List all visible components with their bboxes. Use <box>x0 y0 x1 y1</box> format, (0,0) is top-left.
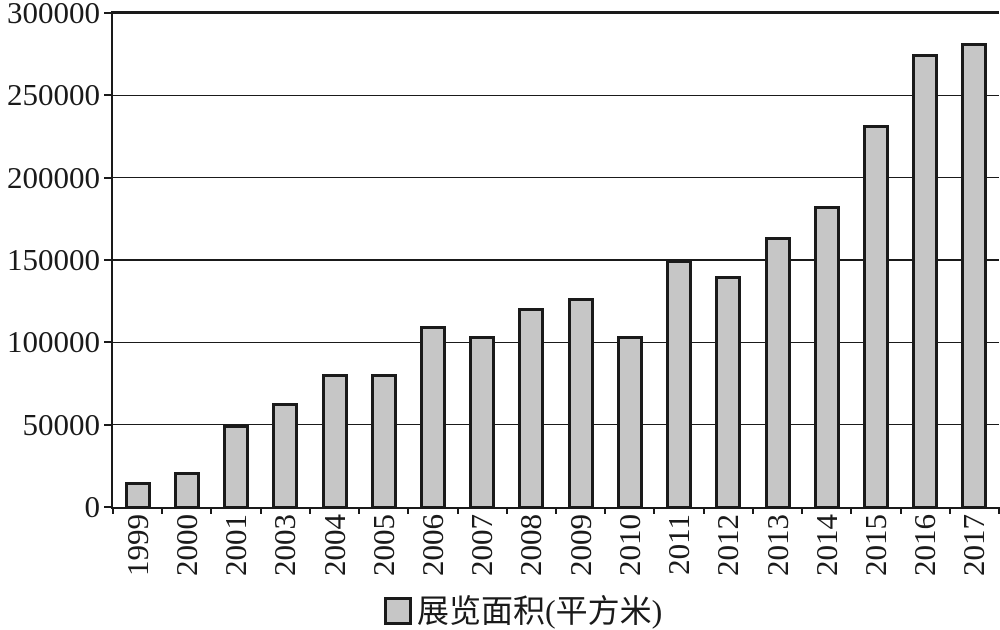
x-axis-tick-label: 2008 <box>513 514 549 576</box>
bar <box>223 424 250 509</box>
bar <box>419 325 446 509</box>
chart-legend: 展览面积(平方米) <box>384 594 662 628</box>
bar <box>715 276 742 509</box>
x-axis-tick <box>112 507 114 514</box>
bar <box>124 482 151 509</box>
y-axis-tick-label: 50000 <box>22 406 101 442</box>
x-axis-tick <box>751 507 754 514</box>
x-axis-tick <box>210 507 213 514</box>
bar <box>469 335 496 509</box>
x-axis-tick-label: 2009 <box>562 514 598 576</box>
x-axis-tick-label: 2017 <box>956 514 992 576</box>
x-axis-tick-label: 2001 <box>218 514 254 576</box>
y-gridline <box>113 259 999 261</box>
bar <box>813 205 840 509</box>
y-axis-tick-label: 200000 <box>7 159 100 195</box>
x-axis-tick-label: 1999 <box>119 514 155 576</box>
x-axis-tick <box>407 507 410 514</box>
bar <box>961 42 988 509</box>
x-axis-tick <box>358 507 361 514</box>
y-gridline <box>113 341 999 344</box>
x-axis-tick-label: 2012 <box>710 514 746 576</box>
y-axis-tick <box>104 341 113 344</box>
y-axis-tick-label: 300000 <box>7 0 100 30</box>
x-axis-tick-label: 2013 <box>759 514 795 576</box>
x-axis-tick <box>259 507 262 514</box>
x-axis-tick <box>899 507 902 514</box>
x-axis-tick <box>948 507 951 514</box>
y-axis-tick-label: 100000 <box>7 324 100 360</box>
y-axis-tick-label: 150000 <box>7 242 100 277</box>
y-gridline <box>113 176 999 179</box>
x-axis-tick-label: 2006 <box>414 514 450 576</box>
bar <box>321 373 348 509</box>
y-axis-tick <box>104 12 113 14</box>
x-axis-tick-label: 2005 <box>365 514 401 576</box>
legend-swatch-icon <box>384 597 412 625</box>
y-axis-tick <box>104 423 113 426</box>
y-axis-tick <box>104 259 113 261</box>
y-axis-tick <box>104 176 113 179</box>
x-axis-tick <box>850 507 853 514</box>
x-axis-tick-label: 2000 <box>168 514 204 576</box>
x-axis-tick-label: 2014 <box>808 514 844 576</box>
x-axis-tick <box>308 507 311 514</box>
y-axis-tick-label: 250000 <box>7 77 100 113</box>
bar <box>567 297 594 509</box>
bar <box>370 373 397 509</box>
bar <box>173 472 200 509</box>
x-axis-tick-label: 2003 <box>267 514 303 576</box>
x-axis-tick <box>505 507 508 514</box>
x-axis-tick <box>653 507 656 514</box>
x-axis-tick <box>998 507 1000 514</box>
x-axis-tick-label: 2007 <box>464 514 500 576</box>
x-axis-tick-label: 2015 <box>857 514 893 576</box>
y-gridline <box>113 94 999 97</box>
x-axis-tick-label: 2016 <box>907 514 943 576</box>
y-axis-tick-label: 0 <box>84 489 101 524</box>
bar <box>862 124 889 509</box>
x-axis-tick <box>555 507 557 514</box>
x-axis-tick <box>604 507 607 514</box>
legend-label: 展览面积(平方米) <box>417 593 663 629</box>
y-axis-line <box>111 11 113 509</box>
x-axis-tick-label: 2010 <box>611 514 647 576</box>
plot-top-border <box>111 11 999 13</box>
x-axis-tick <box>456 507 459 514</box>
x-axis-tick-label: 2004 <box>316 514 352 576</box>
x-axis-line <box>111 507 999 509</box>
x-axis-tick <box>161 507 164 514</box>
bar <box>666 260 693 509</box>
x-axis-tick-label: 2011 <box>661 514 697 575</box>
y-axis-tick <box>104 94 113 97</box>
bar <box>616 335 643 509</box>
bar <box>764 236 791 509</box>
x-axis-tick <box>801 507 804 514</box>
bar <box>272 403 299 509</box>
y-gridline <box>113 423 999 426</box>
bar <box>912 54 939 509</box>
bar <box>518 307 545 509</box>
x-axis-tick <box>702 507 705 514</box>
y-axis-tick <box>104 506 113 508</box>
